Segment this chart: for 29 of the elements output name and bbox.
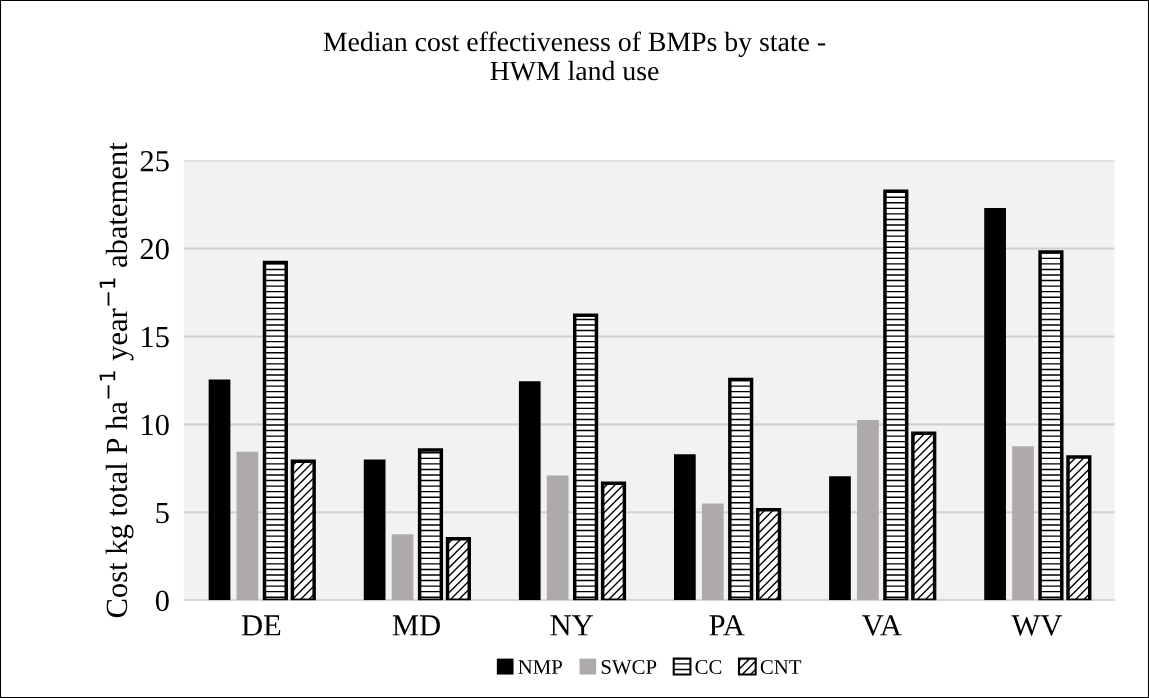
bar	[208, 379, 231, 601]
y-tick-label: 0	[155, 590, 169, 612]
x-tick-label: VA	[862, 615, 902, 636]
bar	[363, 459, 386, 601]
y-tick-label: 15	[142, 326, 169, 348]
x-tick-label: PA	[709, 615, 745, 636]
y-tick-label: 20	[140, 238, 169, 260]
legend-label: CC	[695, 660, 722, 675]
bar	[857, 419, 879, 601]
bar	[674, 454, 696, 601]
bar	[518, 381, 541, 601]
legend-label: NMP	[518, 660, 562, 674]
legend-label: SWCP	[601, 660, 657, 675]
y-tick-label: 10	[142, 414, 169, 436]
legend-label: CNT	[760, 660, 802, 675]
x-tick-label: DE	[241, 615, 281, 636]
y-tick-label: 5	[156, 502, 169, 524]
bar	[829, 476, 851, 601]
bar	[701, 503, 724, 601]
y-tick-label: 25	[140, 150, 169, 172]
bar	[1012, 446, 1034, 601]
bar	[546, 475, 569, 601]
y-axis-title: Cost kg total P ha$^{−1}$ year$^{−1}$ abatement	[99, 142, 134, 618]
bar	[236, 451, 259, 601]
chart-title: Median cost effectiveness of BMPs by state - HWM land use	[323, 31, 826, 81]
x-tick-label: MD	[392, 615, 440, 636]
x-tick-label: WV	[1011, 615, 1063, 636]
bar	[391, 534, 414, 601]
x-tick-label: NY	[550, 615, 593, 636]
